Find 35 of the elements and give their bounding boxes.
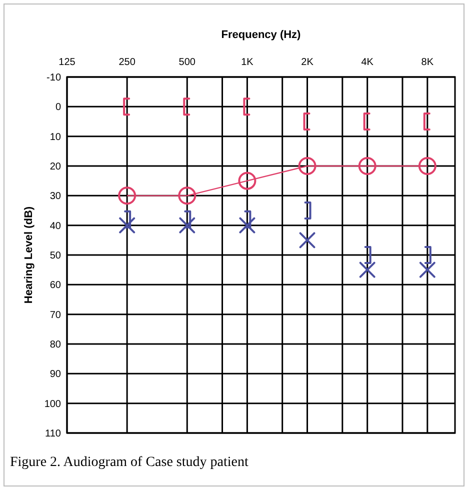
point	[238, 172, 256, 190]
y-tick-label: 20	[50, 162, 62, 172]
y-tick-label: 10	[50, 132, 62, 143]
y-tick-label: 110	[45, 428, 62, 440]
y-tick-label: 100	[44, 398, 62, 410]
y-tick-label: 80	[50, 340, 62, 350]
point	[119, 217, 136, 234]
y-axis-title: Hearing Level (dB)	[23, 206, 35, 304]
x-tick-label: 500	[178, 57, 196, 68]
x-tick-label: 8K	[421, 57, 434, 68]
point	[418, 157, 436, 175]
point	[298, 157, 316, 175]
x-tick-label: 4K	[361, 57, 374, 68]
y-tick-label: -10	[46, 72, 62, 84]
point	[358, 157, 376, 175]
x-tick-label: 1K	[241, 57, 254, 68]
y-tick-label: 30	[50, 191, 62, 202]
y-tick-label: 90	[50, 369, 62, 380]
point	[299, 232, 316, 248]
y-tick-label: 70	[50, 310, 62, 321]
point	[419, 262, 436, 278]
point	[118, 186, 136, 205]
y-tick-label: 50	[50, 250, 62, 262]
x-tick-label: 2K	[301, 57, 314, 68]
y-tick-label: 60	[50, 280, 62, 292]
point	[359, 262, 376, 278]
x-tick-label: 125	[58, 57, 76, 68]
y-tick-label: 40	[50, 220, 62, 232]
point	[178, 186, 196, 205]
x-tick-label: 250	[118, 57, 136, 68]
caption: Figure 2. Audiogram of Case study patient	[10, 455, 248, 470]
point	[179, 217, 196, 234]
chart-title: Frequency (Hz)	[221, 29, 302, 41]
y-tick-label: 0	[55, 102, 62, 114]
point	[239, 217, 256, 234]
